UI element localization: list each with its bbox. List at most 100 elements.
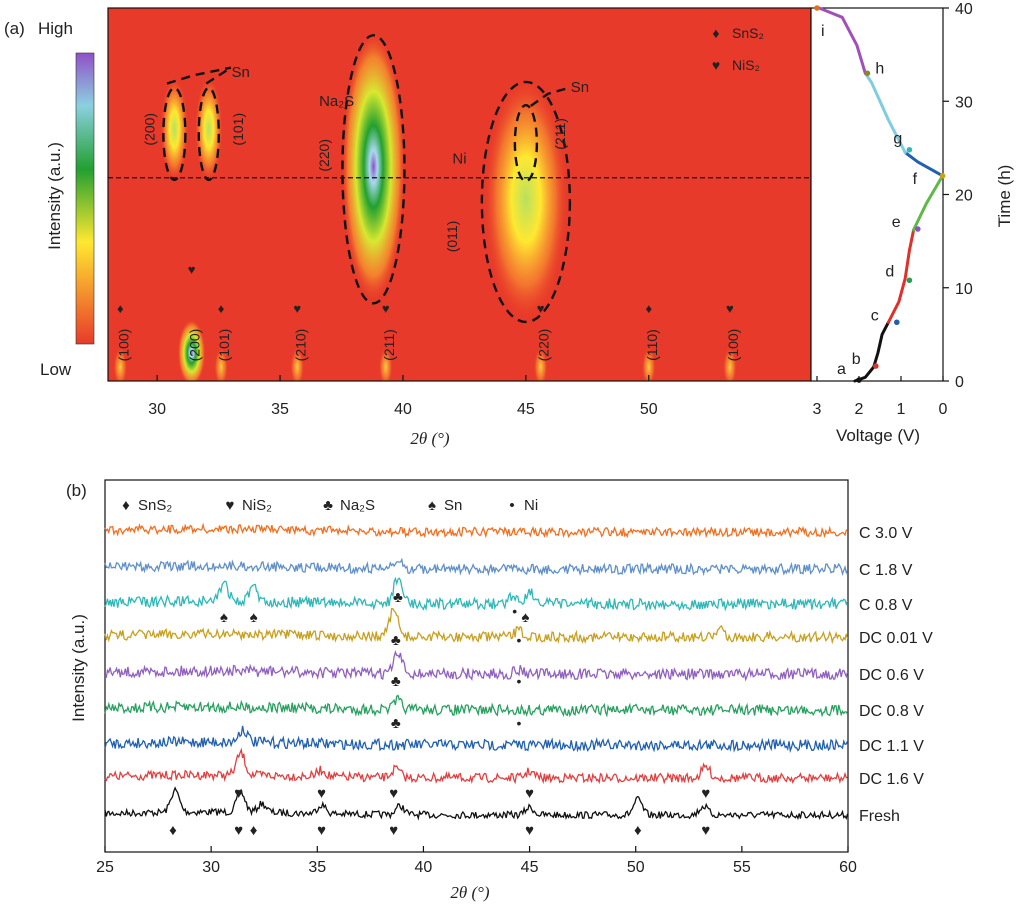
voltage-marker bbox=[814, 5, 820, 11]
voltage-marker bbox=[915, 226, 921, 232]
xrd-phase-marker: • bbox=[517, 632, 522, 648]
voltage-marker-label: g bbox=[893, 131, 902, 148]
xrd-legend-text: SnS₂ bbox=[138, 497, 172, 514]
xrd-x-tick-label: 45 bbox=[521, 859, 539, 876]
voltage-marker bbox=[906, 277, 913, 284]
bottom-phase-symbol: ♥ bbox=[537, 301, 545, 316]
voltage-marker-label: e bbox=[892, 214, 901, 231]
heatmap-feature bbox=[160, 76, 189, 182]
voltage-y-tick-label: 10 bbox=[955, 281, 973, 298]
legend-text: NiS₂ bbox=[732, 57, 760, 73]
xrd-series-line bbox=[104, 725, 849, 754]
xrd-legend-symbol: ♥ bbox=[226, 497, 235, 514]
voltage-x-tick-label: 1 bbox=[897, 401, 906, 418]
xrd-x-tick-label: 35 bbox=[308, 859, 326, 876]
heatmap-feature bbox=[290, 347, 305, 381]
scale-low-label: Low bbox=[40, 360, 72, 379]
xrd-y-axis-label: Intensity (a.u.) bbox=[69, 614, 88, 722]
legend-symbol: ♥ bbox=[712, 57, 720, 73]
xrd-series-line bbox=[104, 576, 849, 612]
xrd-phase-marker: ♦ bbox=[250, 822, 258, 839]
xrd-phase-marker: ♦ bbox=[169, 822, 177, 839]
bottom-hkl-label: (211) bbox=[381, 329, 397, 361]
xrd-phase-marker: ♥ bbox=[234, 785, 243, 802]
sn-101-hkl: (101) bbox=[230, 113, 246, 146]
voltage-y-tick-label: 0 bbox=[955, 374, 964, 391]
heatmap-background bbox=[108, 8, 811, 381]
xrd-series-line bbox=[104, 694, 849, 718]
heatmap-feature bbox=[214, 347, 229, 381]
heatmap-feature bbox=[722, 347, 737, 381]
panel-a-label: (a) bbox=[4, 19, 25, 38]
panel-b-label: (b) bbox=[66, 481, 87, 500]
voltage-marker-label: b bbox=[852, 351, 861, 368]
xrd-legend-symbol: ♦ bbox=[122, 497, 130, 514]
sn-211-hkl: (211) bbox=[552, 118, 568, 150]
xrd-legend-symbol: • bbox=[509, 497, 514, 514]
xrd-series-label: C 0.8 V bbox=[859, 597, 913, 614]
xrd-phase-marker: ♥ bbox=[317, 785, 326, 802]
xrd-legend-text: Sn bbox=[444, 497, 462, 514]
colorbar bbox=[75, 52, 95, 345]
heatmap-x-tick-label: 35 bbox=[271, 401, 289, 418]
voltage-marker-label: h bbox=[875, 60, 884, 77]
heatmap-feature bbox=[378, 347, 393, 381]
xrd-legend-text: NiS₂ bbox=[242, 497, 272, 514]
bottom-phase-symbol: ♥ bbox=[726, 301, 734, 316]
legend-symbol: ♦ bbox=[712, 25, 719, 41]
xrd-x-tick-label: 55 bbox=[733, 859, 751, 876]
sn-leader-lines bbox=[166, 66, 232, 85]
xrd-x-tick-label: 60 bbox=[839, 859, 857, 876]
bottom-phase-symbol: ♥ bbox=[188, 262, 196, 277]
ni-label: Ni bbox=[452, 151, 466, 168]
colorbar-label: Intensity (a.u.) bbox=[45, 142, 64, 250]
voltage-marker-label: f bbox=[913, 171, 918, 188]
sn-101-outline bbox=[197, 86, 220, 182]
na2s-label: Na₂S bbox=[319, 93, 354, 110]
sn-200-outline bbox=[162, 86, 187, 182]
heatmap-feature bbox=[194, 76, 223, 182]
heatmap-x-tick-label: 40 bbox=[394, 401, 412, 418]
sn-label-top: Sn bbox=[232, 64, 250, 81]
sn-right-leader bbox=[530, 87, 568, 107]
voltage-panel-frame bbox=[810, 7, 944, 382]
xrd-x-axis-label: 2θ (°) bbox=[450, 883, 490, 902]
xrd-series-label: DC 1.1 V bbox=[859, 738, 924, 755]
voltage-x-tick-label: 0 bbox=[939, 401, 948, 418]
bottom-hkl-label: (110) bbox=[644, 329, 660, 361]
voltage-marker bbox=[864, 70, 871, 77]
xrd-series-label: DC 0.01 V bbox=[859, 630, 933, 647]
xrd-phase-marker: ♥ bbox=[389, 785, 398, 802]
xrd-phase-marker: ♣ bbox=[393, 589, 403, 606]
bottom-phase-symbol: ♦ bbox=[218, 301, 225, 316]
legend-text: SnS₂ bbox=[732, 25, 764, 41]
xrd-phase-marker: ♠ bbox=[220, 609, 228, 626]
xrd-x-tick-label: 50 bbox=[627, 859, 645, 876]
xrd-legend-symbol: ♠ bbox=[428, 497, 436, 514]
xrd-series-line bbox=[104, 650, 849, 682]
xrd-series-label: DC 0.6 V bbox=[859, 667, 924, 684]
xrd-series-label: Fresh bbox=[859, 808, 900, 825]
heatmap bbox=[108, 8, 811, 381]
heatmap-x-tick-label: 50 bbox=[640, 401, 658, 418]
voltage-y-tick-label: 30 bbox=[955, 94, 973, 111]
bottom-hkl-label: (100) bbox=[725, 329, 741, 362]
voltage-marker bbox=[906, 146, 913, 153]
xrd-series-line bbox=[104, 557, 849, 577]
xrd-phase-marker: ♥ bbox=[701, 785, 710, 802]
heatmap-feature bbox=[113, 347, 128, 381]
xrd-phase-marker: • bbox=[517, 673, 522, 689]
xrd-x-tick-label: 25 bbox=[96, 859, 114, 876]
xrd-series-label: DC 0.8 V bbox=[859, 703, 924, 720]
bottom-hkl-label: (200) bbox=[187, 329, 203, 362]
voltage-marker bbox=[873, 363, 879, 369]
voltage-marker-label: i bbox=[821, 23, 825, 40]
bottom-hkl-label: (100) bbox=[115, 329, 131, 362]
xrd-phase-marker: ♠ bbox=[521, 609, 529, 626]
voltage-marker bbox=[939, 173, 946, 179]
xrd-phase-marker: • bbox=[517, 715, 522, 731]
xrd-phase-marker: • bbox=[512, 603, 517, 619]
voltage-curve-segment bbox=[903, 151, 945, 178]
voltage-curve-segment bbox=[863, 71, 907, 154]
bottom-hkl-label: (220) bbox=[536, 329, 552, 362]
